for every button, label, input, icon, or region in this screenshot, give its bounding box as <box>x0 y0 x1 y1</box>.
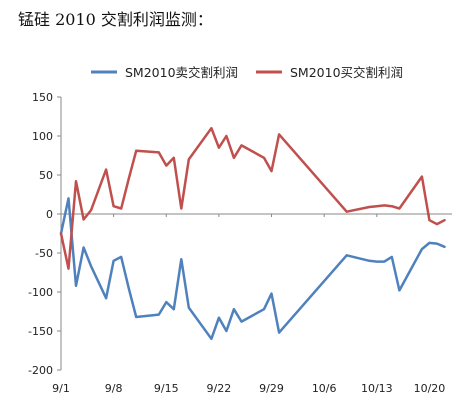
x-tick-label: 10/6 <box>312 382 337 395</box>
x-tick-label: 9/8 <box>105 382 123 395</box>
y-tick-label: 50 <box>39 169 53 182</box>
x-tick-label: 9/1 <box>52 382 70 395</box>
legend-label-buy: SM2010买交割利润 <box>290 65 403 80</box>
chart-legend: SM2010卖交割利润 SM2010买交割利润 <box>91 65 403 80</box>
y-tick-label: -200 <box>28 364 53 377</box>
x-tick-label: 9/29 <box>259 382 284 395</box>
x-tick-label: 9/15 <box>154 382 179 395</box>
y-tick-label: -100 <box>28 286 53 299</box>
x-tick-label: 10/13 <box>361 382 393 395</box>
x-axis: 9/1 9/8 9/15 9/22 9/29 10/6 10/13 10/20 <box>52 213 452 395</box>
y-tick-label: -150 <box>28 325 53 338</box>
y-tick-label: -50 <box>35 247 53 260</box>
series-line-buy <box>59 126 446 270</box>
plot-area <box>59 126 446 341</box>
y-tick-label: 150 <box>32 91 53 104</box>
legend-label-sell: SM2010卖交割利润 <box>125 65 238 80</box>
series-line-sell <box>59 197 446 341</box>
page-heading: 锰硅 2010 交割利润监测： <box>18 10 213 29</box>
y-tick-label: 0 <box>46 208 53 221</box>
y-axis: 150 100 50 0 -50 -100 -150 -200 <box>28 91 62 377</box>
x-tick-label: 9/22 <box>207 382 232 395</box>
y-tick-label: 100 <box>32 130 53 143</box>
x-tick-label: 10/20 <box>414 382 446 395</box>
